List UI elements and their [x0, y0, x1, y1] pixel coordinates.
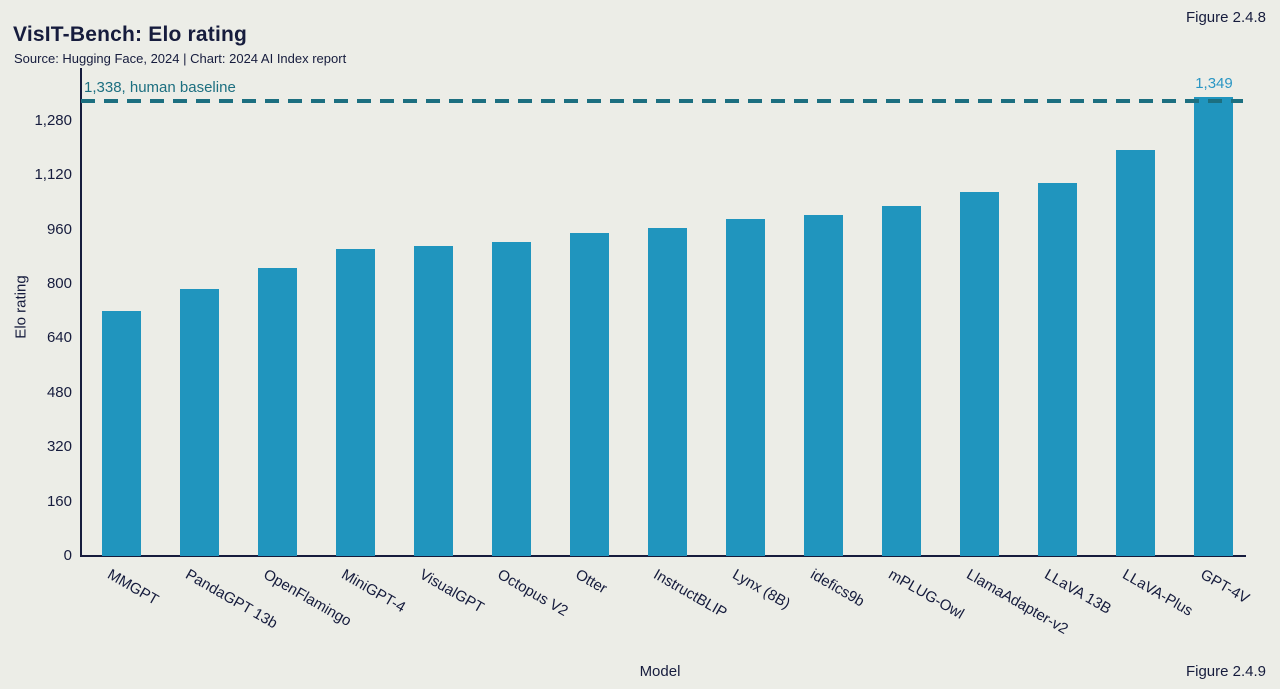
x-tick-label: InstructBLIP	[650, 566, 731, 622]
bar-MMGPT	[101, 310, 141, 556]
x-tick-label: mPLUG-Owl	[885, 566, 967, 623]
x-tick-label: Lynx (8B)	[729, 566, 793, 613]
bar-Lynx (8B)	[726, 218, 766, 556]
x-axis-line	[80, 555, 1246, 557]
chart-title: VisIT-Bench: Elo rating	[13, 23, 248, 46]
x-tick-label: Otter	[572, 566, 611, 598]
y-tick-label: 1,280	[34, 111, 72, 129]
bar-OpenFlamingo	[257, 268, 297, 556]
bar-PandaGPT 13b	[179, 288, 219, 556]
x-tick-label: LLaVA 13B	[1041, 566, 1114, 618]
y-tick-label: 320	[46, 438, 72, 456]
bar-LlamaAdapter-v2	[960, 191, 1000, 556]
y-tick-label: 1,120	[34, 166, 72, 184]
chart-source: Source: Hugging Face, 2024 | Chart: 2024…	[14, 51, 347, 66]
bar-VisualGPT	[413, 245, 453, 556]
y-tick-label: 640	[46, 329, 72, 347]
x-tick-label: LLaVA-Plus	[1119, 566, 1196, 620]
y-tick-label: 960	[46, 220, 72, 238]
x-tick-label: MMGPT	[104, 566, 162, 609]
bar-mPLUG-Owl	[882, 206, 922, 556]
human-baseline-line	[81, 99, 1243, 104]
figure-number-bottom: Figure 2.4.9	[1185, 663, 1266, 680]
bar-LLaVA 13B	[1038, 183, 1078, 556]
bar-MiniGPT-4	[335, 248, 375, 556]
y-axis-title: Elo rating	[12, 275, 30, 339]
bar-Octopus V2	[491, 241, 531, 556]
x-tick-label: GPT-4V	[1197, 566, 1253, 608]
x-tick-label: Octopus V2	[494, 566, 572, 620]
bar-Otter	[569, 233, 609, 556]
bar-LLaVA-Plus	[1116, 150, 1156, 556]
bar-idefics9b	[804, 214, 844, 556]
figure-number-top: Figure 2.4.8	[1185, 9, 1266, 26]
y-tick-label: 160	[46, 492, 72, 510]
bar-InstructBLIP	[647, 227, 687, 556]
x-tick-label: idefics9b	[807, 566, 867, 611]
y-axis-line	[80, 68, 82, 556]
y-tick-label: 480	[46, 383, 72, 401]
y-tick-label: 0	[63, 547, 72, 564]
bar-GPT-4V	[1194, 97, 1234, 556]
x-axis-title: Model	[639, 663, 681, 680]
y-tick-label: 800	[46, 275, 72, 292]
x-tick-label: VisualGPT	[416, 566, 488, 617]
top-bar-value-label: 1,349	[1195, 75, 1233, 93]
human-baseline-label: 1,338, human baseline	[84, 79, 236, 96]
x-tick-label: MiniGPT-4	[338, 566, 409, 617]
